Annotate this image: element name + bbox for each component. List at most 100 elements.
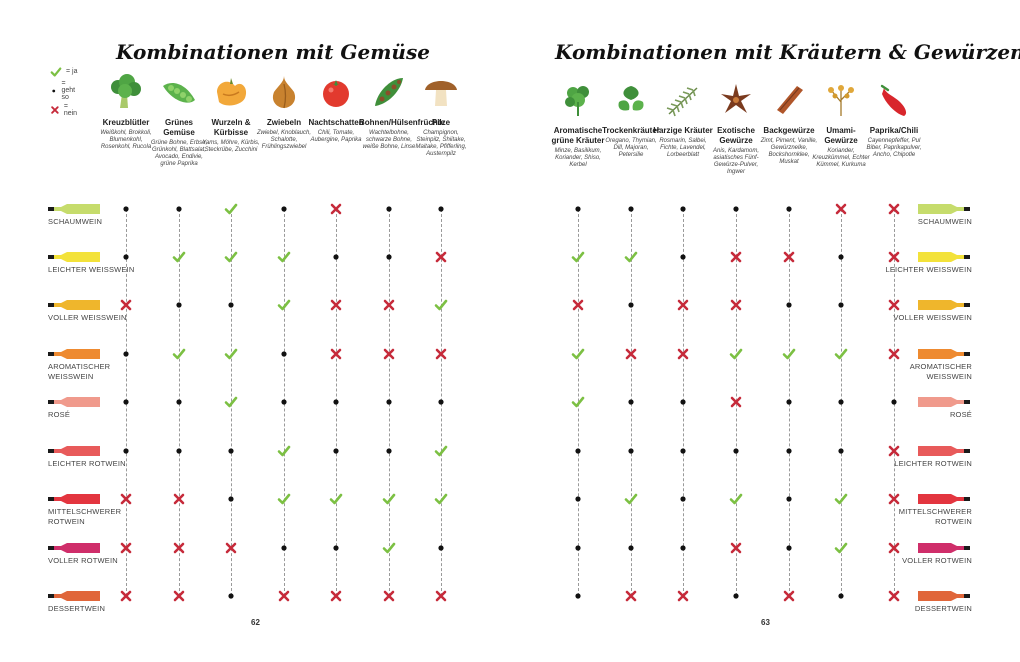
legend-label: = nein xyxy=(63,102,78,117)
cross-marker-icon xyxy=(888,348,900,360)
wine-bottle-icon xyxy=(48,397,100,407)
check-marker-icon xyxy=(277,445,291,457)
check-marker-icon xyxy=(782,348,796,360)
dot-marker-icon xyxy=(333,399,339,405)
dot-marker-icon xyxy=(123,399,129,405)
parsley-icon xyxy=(565,86,589,116)
legend-label: = ja xyxy=(66,68,78,75)
check-marker-icon xyxy=(50,66,62,77)
check-marker-icon xyxy=(434,445,448,457)
category-column: Aromatische grüne Kräuter Minze, Basiliku… xyxy=(548,80,608,169)
legend: = ja = geht so = nein xyxy=(50,62,80,119)
cross-marker-icon xyxy=(783,251,795,263)
cinnamon-icon xyxy=(777,86,803,114)
dot-marker-icon xyxy=(176,206,182,212)
legend-item: = geht so xyxy=(50,80,80,101)
page-number: 62 xyxy=(251,618,260,627)
check-marker-icon xyxy=(729,493,743,505)
category-column: Nachtschatten Chili, Tomate, Aubergine, P… xyxy=(306,72,366,144)
wine-label: SCHAUMWEIN xyxy=(48,217,103,226)
category-examples: Koriander, Kreuzkümmel, Echter Kümmel, K… xyxy=(812,148,870,168)
check-marker-icon xyxy=(224,396,238,408)
cross-marker-icon xyxy=(888,542,900,554)
dot-marker-icon xyxy=(386,399,392,405)
check-marker-icon xyxy=(224,251,238,263)
category-examples: Oregano, Thymian, Dill, Majoran, Petersi… xyxy=(605,138,657,158)
wine-label: ROSÉ xyxy=(949,410,972,419)
check-marker-icon xyxy=(624,251,638,263)
tomato-icon xyxy=(323,80,349,107)
coriander-seeds-icon xyxy=(828,85,854,116)
dot-marker-icon xyxy=(628,206,634,212)
category-name: Aromatische grüne Kräuter xyxy=(551,126,605,145)
category-column: Kreuzblütler Weißkohl, Brokkoli, Blumenko… xyxy=(96,72,156,151)
page-title: Kombinationen mit Gemüse xyxy=(116,40,430,64)
check-marker-icon xyxy=(571,396,585,408)
cross-marker-icon xyxy=(730,251,742,263)
wine-label: DESSERTWEIN xyxy=(914,604,972,613)
category-column: Backgewürze Zimt, Piment, Vanille, Gewürz… xyxy=(759,80,819,166)
check-marker-icon xyxy=(224,348,238,360)
wine-bottle-icon xyxy=(48,543,100,553)
cross-marker-icon xyxy=(120,493,132,505)
check-marker-icon xyxy=(434,299,448,311)
cross-marker-icon xyxy=(888,251,900,263)
dot-marker-icon xyxy=(680,399,686,405)
wine-bottle-icon xyxy=(48,252,100,262)
dot-marker-icon xyxy=(123,206,129,212)
dot-marker-icon xyxy=(838,593,844,599)
chili-icon xyxy=(880,84,907,116)
check-marker-icon xyxy=(571,348,585,360)
cross-marker-icon xyxy=(572,299,584,311)
wine-label: MITTELSCHWERER ROTWEIN xyxy=(48,507,122,526)
wine-label: VOLLER ROTWEIN xyxy=(902,556,972,565)
dot-marker-icon xyxy=(333,448,339,454)
check-marker-icon xyxy=(571,251,585,263)
cross-marker-icon xyxy=(120,299,132,311)
cross-marker-icon xyxy=(835,203,847,215)
category-column: Grünes Gemüse Grüne Bohne, Erbse, Grünkoh… xyxy=(149,72,209,168)
dot-marker-icon xyxy=(786,545,792,551)
dot-marker-icon xyxy=(281,351,287,357)
cross-marker-icon xyxy=(383,348,395,360)
cross-marker-icon xyxy=(120,542,132,554)
wine-label: AROMATISCHER WEISSWEIN xyxy=(48,362,111,381)
dot-marker-icon xyxy=(386,206,392,212)
cross-marker-icon xyxy=(383,299,395,311)
bean-pod-icon xyxy=(375,78,403,106)
dot-marker-icon xyxy=(575,448,581,454)
dot-marker-icon xyxy=(733,206,739,212)
category-column: Zwiebeln Zwiebel, Knoblauch, Schalotte, F… xyxy=(254,72,314,151)
cross-marker-icon xyxy=(330,590,342,602)
check-marker-icon xyxy=(729,348,743,360)
dot-marker-icon xyxy=(838,254,844,260)
cross-marker-icon xyxy=(435,348,447,360)
category-name: Harzige Kräuter xyxy=(653,126,713,135)
dot-marker-icon xyxy=(786,206,792,212)
category-examples: Cayennepfeffer, Pul Biber, Paprikapulver… xyxy=(866,138,922,158)
check-marker-icon xyxy=(434,493,448,505)
dot-marker-icon xyxy=(628,545,634,551)
cross-marker-icon xyxy=(730,542,742,554)
cross-marker-icon xyxy=(173,493,185,505)
cross-marker-icon xyxy=(225,542,237,554)
dot-marker-icon xyxy=(123,254,129,260)
dot-marker-icon xyxy=(333,254,339,260)
dot-marker-icon xyxy=(575,545,581,551)
star-anise-icon xyxy=(721,84,751,113)
cross-marker-icon xyxy=(888,445,900,457)
category-column: Paprika/Chili Cayennepfeffer, Pul Biber, … xyxy=(864,80,924,159)
category-examples: Minze, Basilikum, Koriander, Shiso, Kerb… xyxy=(554,148,602,168)
category-name: Paprika/Chili xyxy=(869,126,919,135)
wine-label: LEICHTER ROTWEIN xyxy=(894,459,972,468)
cross-marker-icon xyxy=(435,251,447,263)
dot-marker-icon xyxy=(123,448,129,454)
dot-marker-icon xyxy=(333,545,339,551)
category-name: Bohnen/Hülsenfrüchte xyxy=(359,118,445,127)
mushroom-icon xyxy=(425,81,457,106)
category-examples: Weißkohl, Brokkoli, Blumenkohl, Rosenkoh… xyxy=(100,130,152,150)
dot-marker-icon xyxy=(680,496,686,502)
dot-marker-icon xyxy=(176,448,182,454)
category-name: Zwiebeln xyxy=(266,118,302,127)
dot-marker-icon xyxy=(680,254,686,260)
